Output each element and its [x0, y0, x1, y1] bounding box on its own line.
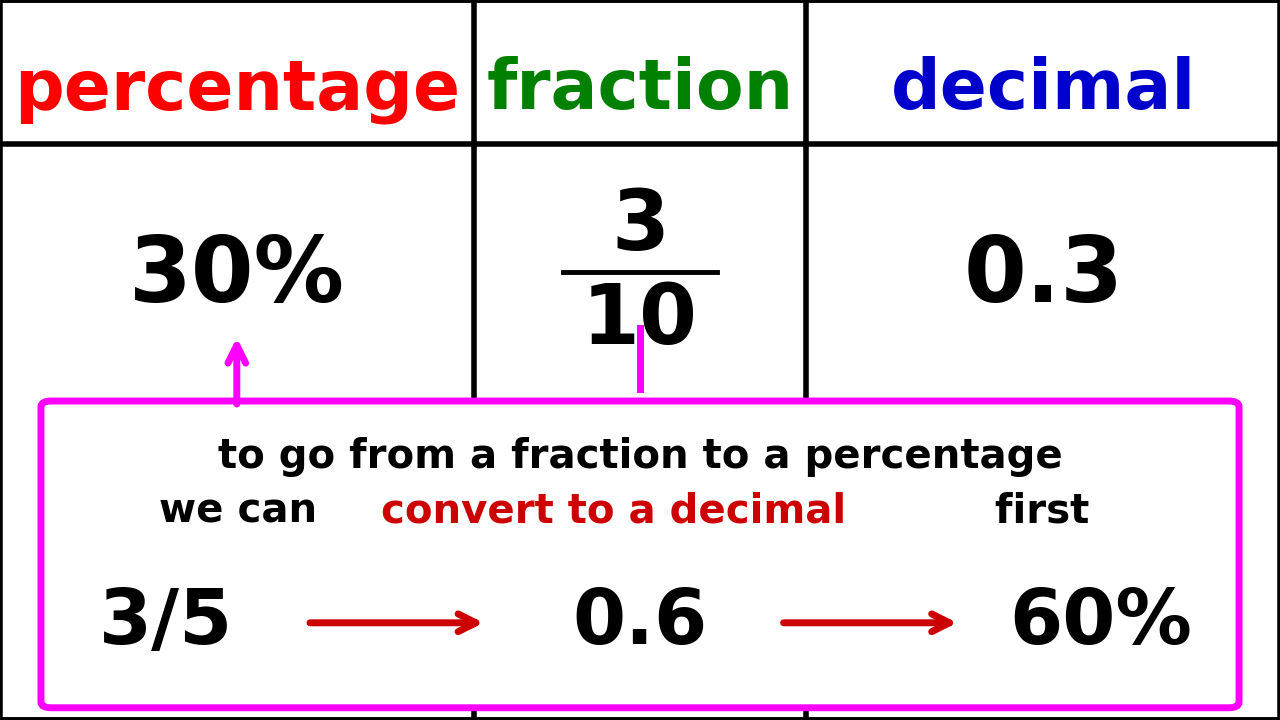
Text: 60%: 60% — [1010, 586, 1192, 660]
FancyBboxPatch shape — [41, 401, 1239, 708]
Text: convert to a decimal: convert to a decimal — [381, 491, 846, 531]
Text: to go from a fraction to a percentage: to go from a fraction to a percentage — [218, 437, 1062, 477]
Text: percentage: percentage — [14, 56, 460, 124]
Text: 10: 10 — [582, 280, 698, 361]
Text: decimal: decimal — [891, 56, 1196, 124]
Text: we can: we can — [159, 491, 332, 531]
Text: fraction: fraction — [486, 56, 794, 124]
Text: 0.3: 0.3 — [963, 233, 1124, 321]
Text: 3/5: 3/5 — [100, 586, 233, 660]
Text: 3: 3 — [611, 186, 669, 267]
Text: 30%: 30% — [129, 233, 344, 321]
Text: 0.6: 0.6 — [572, 586, 708, 660]
Text: first: first — [982, 491, 1089, 531]
